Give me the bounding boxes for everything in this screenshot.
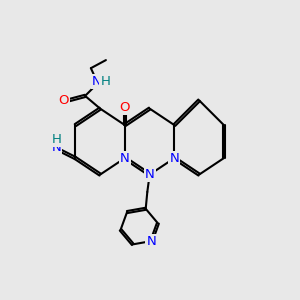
Text: O: O <box>58 94 69 107</box>
Text: N: N <box>169 152 179 165</box>
Text: N: N <box>52 141 61 154</box>
Text: N: N <box>146 235 156 248</box>
Text: H: H <box>100 75 110 88</box>
Text: N: N <box>145 168 154 181</box>
Text: H: H <box>52 133 61 146</box>
Text: O: O <box>120 101 130 114</box>
Text: N: N <box>92 75 101 88</box>
Text: N: N <box>120 152 130 165</box>
